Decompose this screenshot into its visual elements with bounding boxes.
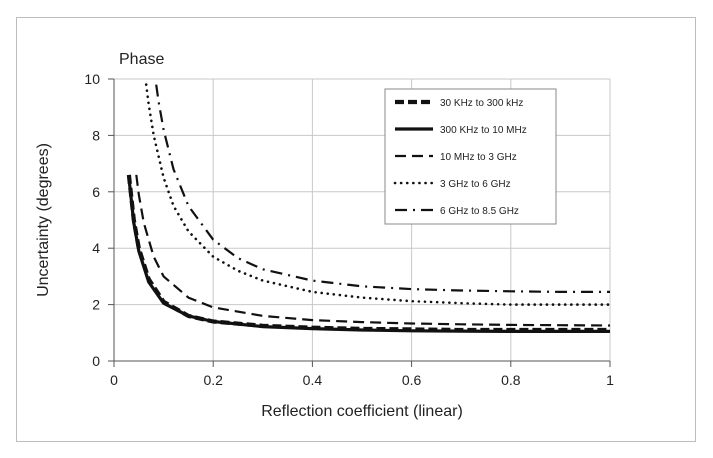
y-tick-label: 6 [92,184,100,200]
legend-label: 30 KHz to 300 kHz [440,98,523,109]
legend-label: 6 GHz to 8.5 GHz [440,206,519,217]
legend-label: 3 GHz to 6 GHz [440,179,511,190]
chart-title: Phase [119,51,164,68]
y-axis-label: Uncertainty (degrees) [35,143,52,297]
y-tick-label: 8 [92,127,100,143]
x-tick-label: 0 [110,372,118,388]
y-tick-label: 4 [92,240,100,256]
x-tick-label: 0.8 [501,372,521,388]
x-tick-label: 0.6 [402,372,422,388]
x-tick-label: 1 [606,372,614,388]
legend-label: 300 KHz to 10 MHz [440,125,527,136]
x-axis-label: Reflection coefficient (linear) [261,403,463,420]
y-tick-label: 0 [92,353,100,369]
chart-frame: 0 0.2 0.4 0.6 0.8 1 0 2 4 6 8 10 Phase Reflection coe… [16,17,696,442]
y-tick-label: 2 [92,297,100,313]
x-tick-label: 0.4 [303,372,323,388]
legend-label: 10 MHz to 3 GHz [440,152,517,163]
y-tick-label: 10 [84,71,100,87]
x-tick-label: 0.2 [203,372,223,388]
